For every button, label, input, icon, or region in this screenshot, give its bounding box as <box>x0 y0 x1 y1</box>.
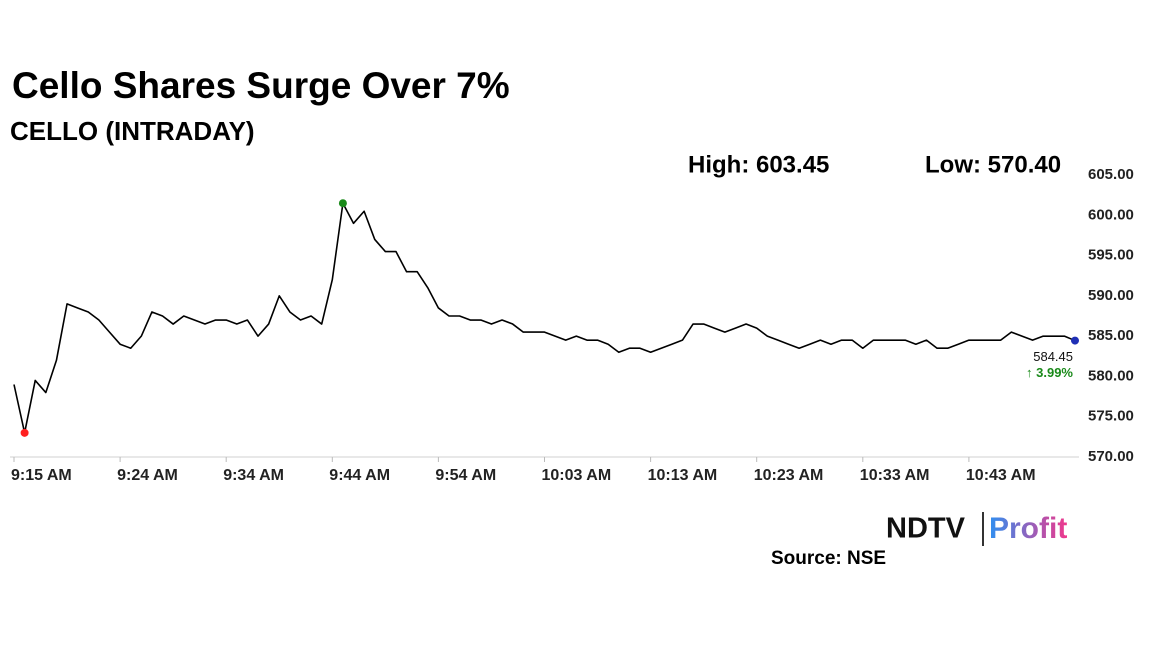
x-tick-label: 10:23 AM <box>754 467 824 484</box>
chart-subtitle: CELLO (INTRADAY) <box>10 116 255 146</box>
last-marker <box>1071 336 1079 345</box>
chart-title: Cello Shares Surge Over 7% <box>12 65 510 106</box>
y-tick-label: 595.00 <box>1088 247 1134 264</box>
x-tick-label: 10:33 AM <box>860 467 930 484</box>
source: Source: NSE <box>771 548 886 569</box>
x-tick-label: 9:54 AM <box>435 467 496 484</box>
y-tick-label: 575.00 <box>1088 408 1134 425</box>
x-tick-label: 9:15 AM <box>11 467 72 484</box>
x-tick-label: 10:03 AM <box>542 467 612 484</box>
change-label: ↑ 3.99% <box>1026 365 1073 380</box>
x-tick-label: 9:44 AM <box>329 467 390 484</box>
y-tick-label: 585.00 <box>1088 327 1134 344</box>
x-tick-label: 9:24 AM <box>117 467 178 484</box>
high-annotation: High: 603.45 <box>688 151 829 178</box>
value-label: 584.45 <box>1033 349 1073 364</box>
low-marker <box>20 428 29 437</box>
y-tick-label: 605.00 <box>1088 166 1134 183</box>
high-marker <box>338 199 347 208</box>
y-tick-label: 570.00 <box>1088 448 1134 465</box>
x-tick-label: 10:43 AM <box>966 467 1036 484</box>
y-tick-label: 600.00 <box>1088 206 1134 223</box>
price-line <box>13 202 1076 434</box>
y-tick-label: 590.00 <box>1088 287 1134 304</box>
x-tick-label: 9:34 AM <box>223 467 284 484</box>
x-tick-label: 10:13 AM <box>648 467 718 484</box>
logo: NDTV <box>886 513 966 545</box>
logo: Profit <box>989 512 1067 545</box>
low-annotation: Low: 570.40 <box>925 151 1061 178</box>
y-tick-label: 580.00 <box>1088 367 1134 384</box>
